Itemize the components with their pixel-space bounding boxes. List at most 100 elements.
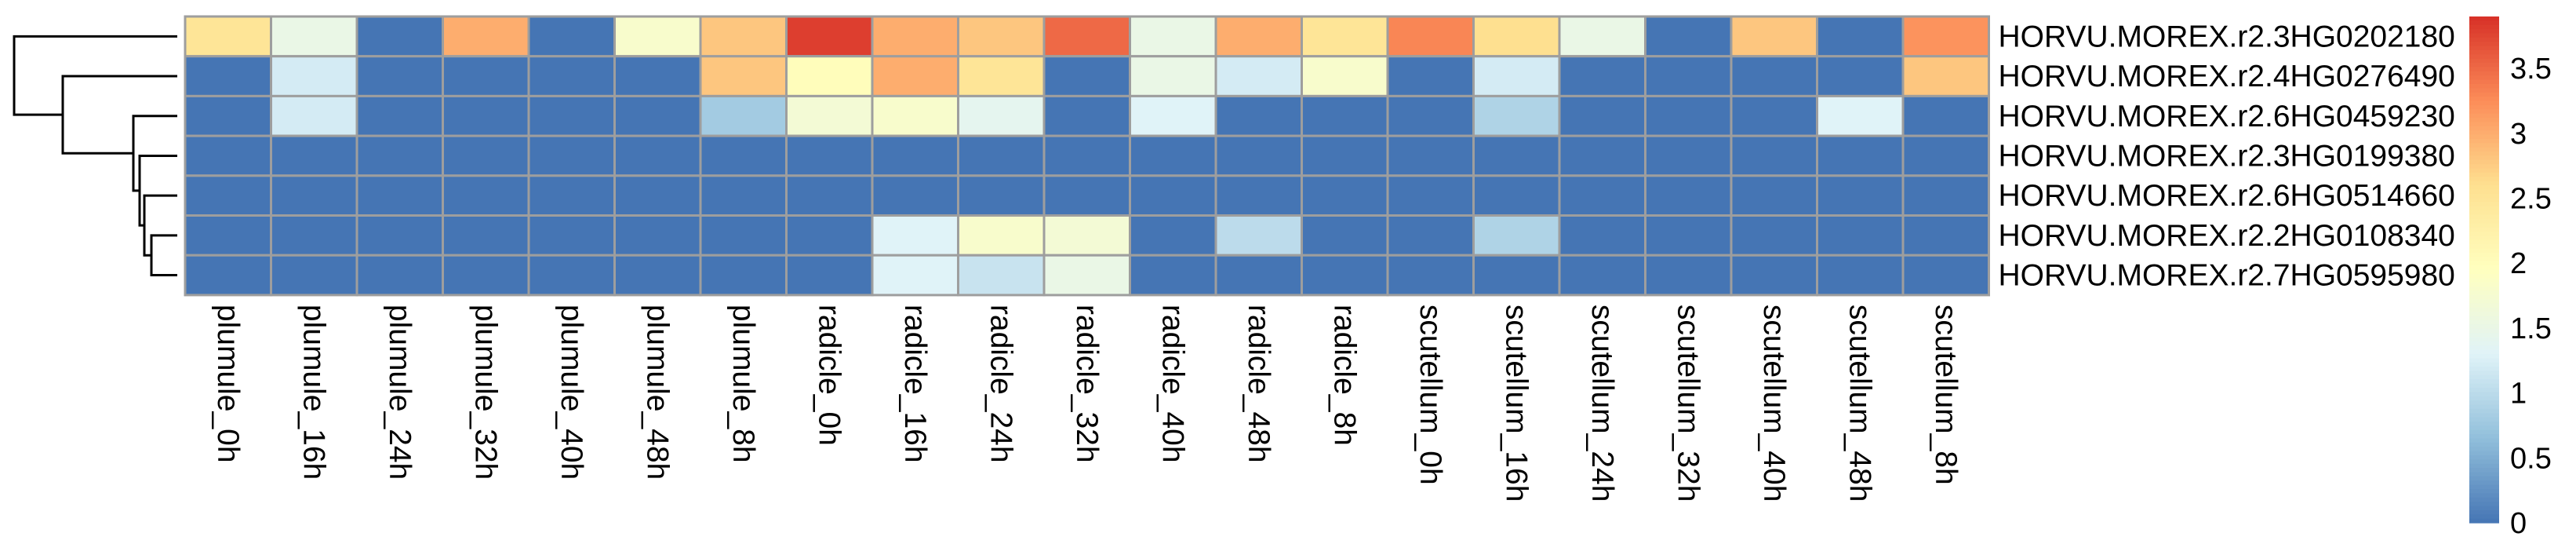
column-label: radicle_40h (1155, 305, 1189, 463)
heatmap-cell (527, 254, 616, 297)
legend-tick-label: 2.5 (2510, 183, 2552, 216)
heatmap-cell (270, 214, 358, 257)
heatmap-cell (1301, 15, 1389, 58)
heatmap-cell (699, 214, 788, 257)
heatmap-cell (1386, 214, 1475, 257)
heatmap-cell (1042, 214, 1131, 257)
heatmap-cell (1901, 214, 1990, 257)
heatmap-cell (613, 15, 702, 58)
dendrogram-branch (13, 35, 177, 116)
heatmap-cell (957, 214, 1046, 257)
heatmap-cell (1558, 15, 1646, 58)
heatmap-cell (1214, 15, 1303, 58)
heatmap-cell (957, 15, 1046, 58)
heatmap-cell (527, 55, 616, 97)
heatmap-cell (1129, 214, 1217, 257)
heatmap-cell (871, 134, 959, 177)
column-label: plumule_0h (211, 305, 245, 463)
heatmap-cell (871, 15, 959, 58)
heatmap-cell (1042, 134, 1131, 177)
column-label: scutellum_24h (1585, 305, 1619, 502)
heatmap-cell (1472, 214, 1561, 257)
column-label: scutellum_48h (1843, 305, 1876, 502)
column-label: radicle_32h (1070, 305, 1104, 463)
heatmap-cell (785, 254, 874, 297)
heatmap-cell (1214, 214, 1303, 257)
dendrogram-branch (143, 194, 177, 257)
heatmap-cell (442, 94, 530, 137)
heatmap-cell (527, 94, 616, 137)
column-label: scutellum_32h (1671, 305, 1705, 502)
heatmap-cell (613, 214, 702, 257)
heatmap-cell (1042, 254, 1131, 297)
heatmap-cell (1214, 94, 1303, 137)
heatmap-cell (785, 214, 874, 257)
heatmap-cell (871, 254, 959, 297)
heatmap-cell (1816, 55, 1905, 97)
heatmap-cell (1301, 94, 1389, 137)
heatmap-cell (957, 254, 1046, 297)
heatmap-cell (1129, 94, 1217, 137)
heatmap-cell (355, 174, 444, 217)
legend-tick-label: 1 (2510, 378, 2527, 411)
heatmap-cell (184, 134, 272, 177)
heatmap-cell (184, 55, 272, 97)
column-label: plumule_32h (468, 305, 502, 480)
heatmap-cell (1816, 214, 1905, 257)
heatmap-cell (184, 254, 272, 297)
heatmap-cell (871, 94, 959, 137)
legend-tick-label: 0.5 (2510, 442, 2552, 475)
heatmap-cell (871, 174, 959, 217)
column-labels: plumule_0h plumule_16h plumule_24h plumule_… (211, 305, 1963, 502)
heatmap-cell (1472, 15, 1561, 58)
heatmap-cell (1214, 254, 1303, 297)
heatmap-cell (1301, 174, 1389, 217)
heatmap-cell (1901, 94, 1990, 137)
heatmap-cell (355, 254, 444, 297)
heatmap-cell (184, 94, 272, 137)
heatmap-cell (184, 174, 272, 217)
heatmap-cell (1472, 94, 1561, 137)
heatmap-cell (1129, 254, 1217, 297)
heatmap-cell (1730, 55, 1818, 97)
heatmap-cell (1644, 94, 1733, 137)
heatmap-cell (270, 94, 358, 137)
row-label: HORVU.MOREX.r2.6HG0514660 (1999, 179, 2455, 213)
column-label: radicle_48h (1242, 305, 1275, 463)
heatmap-cell (871, 214, 959, 257)
heatmap-cell (1644, 134, 1733, 177)
heatmap-cell (442, 134, 530, 177)
heatmap-cell (699, 15, 788, 58)
heatmap-cell (1558, 174, 1646, 217)
heatmap-cell (1644, 15, 1733, 58)
row-label: HORVU.MOREX.r2.3HG0202180 (1999, 20, 2455, 53)
heatmap-cell (1644, 174, 1733, 217)
heatmap-cell (355, 134, 444, 177)
heatmap-cell (1042, 55, 1131, 97)
heatmap-cell (1386, 134, 1475, 177)
column-label: plumule_40h (555, 305, 588, 480)
column-label: radicle_24h (984, 305, 1017, 463)
heatmap-cell (1042, 15, 1131, 58)
heatmap-cell (957, 55, 1046, 97)
heatmap-cell (1730, 134, 1818, 177)
column-label: scutellum_0h (1414, 305, 1447, 485)
heatmap-cell (1730, 254, 1818, 297)
heatmap-cell (1558, 55, 1646, 97)
color-legend: 0 0.5 1 1.5 2 2.5 3 3.5 (2469, 16, 2552, 540)
heatmap-cell (184, 15, 272, 58)
heatmap-cell (1129, 15, 1217, 58)
heatmap-cell (957, 174, 1046, 217)
heatmap-cell (699, 94, 788, 137)
heatmap-cell (1129, 55, 1217, 97)
heatmap-cell (1386, 15, 1475, 58)
heatmap-cell (699, 254, 788, 297)
heatmap-cell (613, 134, 702, 177)
column-label: scutellum_16h (1499, 305, 1533, 502)
heatmap-cells (184, 15, 1990, 297)
row-label: HORVU.MOREX.r2.7HG0595980 (1999, 259, 2455, 293)
heatmap-cell (1472, 55, 1561, 97)
heatmap-cell (355, 94, 444, 137)
heatmap-cell (699, 174, 788, 217)
